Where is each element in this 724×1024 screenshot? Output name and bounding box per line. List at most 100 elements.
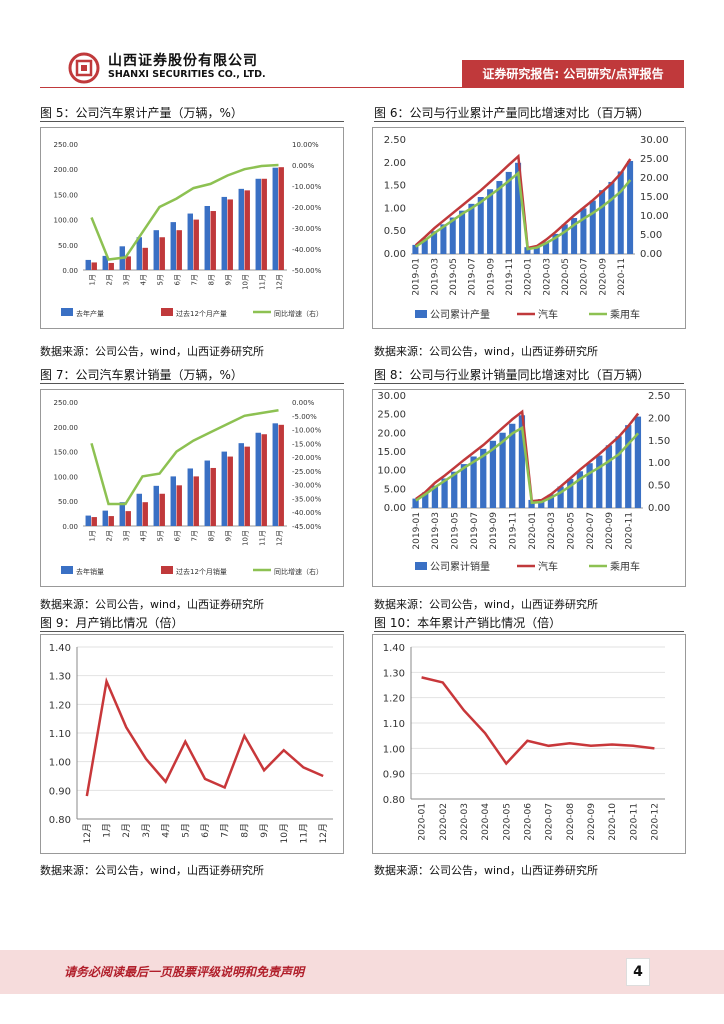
- fig5-xtick-label: 4月: [140, 274, 148, 285]
- fig7-y2tick-label: -30.00%: [292, 482, 322, 490]
- fig5-ytick-label: 150.00: [54, 191, 79, 199]
- fig5-bar: [193, 219, 199, 270]
- company-name-cn: 山西证券股份有限公司: [108, 53, 258, 69]
- fig10-ytick-label: 1.40: [383, 643, 405, 654]
- fig7-xtick-label: 8月: [208, 530, 216, 541]
- fig8-xtick-label: 2020-03: [547, 512, 557, 550]
- fig8-bar: [422, 492, 429, 508]
- fig10-source: 数据来源：公司公告，wind，山西证券研究所: [374, 864, 599, 877]
- fig5-series-line: [90, 163, 279, 261]
- fig6-y2tick-label: 0.00: [640, 249, 662, 260]
- fig5-bar: [272, 167, 278, 270]
- fig7-xtick-label: 12月: [276, 530, 284, 546]
- fig8-xtick-label: 2020-05: [567, 512, 577, 550]
- fig6-title: 图 6：公司与行业累计产量同比增速对比（百万辆）: [374, 106, 650, 120]
- fig6-bar: [608, 181, 615, 254]
- fig7-y2tick-label: -5.00%: [292, 413, 317, 421]
- fig7-y2tick-label: -40.00%: [292, 509, 322, 517]
- fig6-bar: [543, 241, 550, 254]
- fig8-legend-label: 乘用车: [610, 560, 640, 573]
- fig8-title-rule: [374, 383, 684, 384]
- fig7-bar: [125, 511, 131, 526]
- fig9-ytick-label: 1.00: [49, 758, 71, 769]
- fig8-chart-frame: 0.00 5.00 10.00 15.00 20.00 25.00 30.00 0.00 0.5…: [372, 389, 686, 587]
- fig8-y2tick-label: 0.00: [648, 503, 670, 514]
- fig9-ytick-label: 1.30: [49, 672, 71, 683]
- fig9-xtick-label: 7月: [220, 823, 231, 838]
- fig7-bar: [85, 515, 91, 526]
- fig10-xtick-label: 2020-10: [608, 803, 618, 841]
- fig10-xtick-label: 2020-11: [629, 803, 639, 841]
- fig8-bar: [470, 456, 477, 508]
- fig6-bar: [617, 171, 624, 254]
- fig9-source: 数据来源：公司公告，wind，山西证券研究所: [40, 864, 265, 877]
- fig10-ytick-label: 1.00: [383, 744, 405, 755]
- fig8-bar: [567, 478, 574, 508]
- fig5-bar: [227, 199, 233, 270]
- report-type-banner: 证券研究报告: 公司研究/点评报告: [462, 60, 684, 87]
- fig7-ytick-label: 50.00: [58, 498, 78, 506]
- fig7-legend-swatch: [61, 566, 73, 574]
- fig8-xtick-label: 2019-09: [489, 512, 499, 550]
- fig7-bar: [187, 468, 193, 526]
- fig9-xtick-label: 6月: [200, 823, 211, 838]
- fig7-y2tick-label: -25.00%: [292, 468, 322, 476]
- fig6-bar: [580, 208, 587, 254]
- fig8-bar: [557, 486, 564, 508]
- fig9-xtick-label: 3月: [141, 823, 152, 838]
- fig8-bar: [441, 478, 448, 508]
- fig7-xtick-label: 1月: [89, 530, 97, 541]
- fig5-chart: 0.00 50.00 100.00 150.00 200.00 250.00 -50.00%…: [54, 141, 324, 318]
- company-name-en: SHANXI SECURITIES CO., LTD.: [108, 69, 266, 80]
- fig5-y2tick-label: -20.00%: [292, 204, 322, 212]
- fig8-bar: [547, 494, 555, 508]
- fig5-ytick-label: 50.00: [58, 242, 78, 250]
- fig8-legend-label: 公司累计销量: [430, 560, 490, 573]
- fig8-bar: [431, 485, 439, 508]
- fig8-y2tick-label: 2.50: [648, 391, 670, 402]
- fig7-legend-label: 同比增速（右）: [274, 567, 323, 576]
- fig6-y2tick-label: 30.00: [640, 135, 669, 146]
- fig9-xtick-label: 9月: [259, 823, 270, 838]
- fig9-ytick-label: 1.40: [49, 643, 71, 654]
- fig7-xtick-label: 4月: [140, 530, 148, 541]
- fig7-bar: [244, 446, 250, 526]
- fig7-xtick-label: 5月: [157, 530, 165, 541]
- fig9-xtick-label: 1月: [102, 823, 113, 838]
- fig9-xtick-label: 8月: [239, 823, 250, 838]
- fig6-xtick-label: 2019-11: [505, 258, 515, 296]
- fig5-xtick-label: 1月: [89, 274, 97, 285]
- fig6-y2tick-label: 20.00: [640, 173, 669, 184]
- fig8-y2tick-label: 2.00: [648, 413, 670, 424]
- fig7-y2tick-label: -20.00%: [292, 454, 322, 462]
- fig5-bar: [136, 237, 142, 270]
- fig7-bar: [227, 456, 233, 526]
- fig7-legend-swatch: [161, 566, 173, 574]
- fig5-legend-label: 过去12个月产量: [176, 309, 227, 318]
- fig8-bar: [480, 448, 487, 508]
- fig8-y2tick-label: 1.00: [648, 458, 670, 469]
- fig10-ytick-label: 1.30: [383, 668, 405, 679]
- fig8-bar: [489, 440, 497, 508]
- fig8-bar: [576, 471, 584, 508]
- company-logo: [68, 52, 100, 84]
- fig10-xtick-label: 2020-12: [650, 803, 660, 841]
- fig7-bar: [238, 443, 244, 526]
- fig6-chart: 0.00 0.50 1.00 1.50 2.00 2.50 0.00 5.00 10.00 15.…: [384, 135, 669, 321]
- fig6-bar: [571, 217, 578, 254]
- fig7-xtick-label: 6月: [174, 530, 182, 541]
- fig6-bar: [487, 189, 494, 254]
- fig6-bar: [533, 246, 540, 254]
- fig5-xtick-label: 11月: [259, 274, 267, 290]
- fig7-xtick-label: 2月: [106, 530, 114, 541]
- fig5-bar: [91, 262, 97, 270]
- fig7-xtick-label: 7月: [191, 530, 199, 541]
- fig5-bar: [238, 188, 244, 270]
- fig5-bar: [244, 190, 250, 270]
- fig7-bar: [153, 485, 159, 526]
- fig8-title: 图 8：公司与行业累计销量同比增速对比（百万辆）: [374, 368, 650, 382]
- fig5-bar: [221, 196, 227, 270]
- fig5-ytick-label: 100.00: [54, 217, 79, 225]
- fig10-xtick-label: 2020-02: [439, 803, 449, 841]
- fig6-xtick-label: 2019-09: [486, 258, 496, 296]
